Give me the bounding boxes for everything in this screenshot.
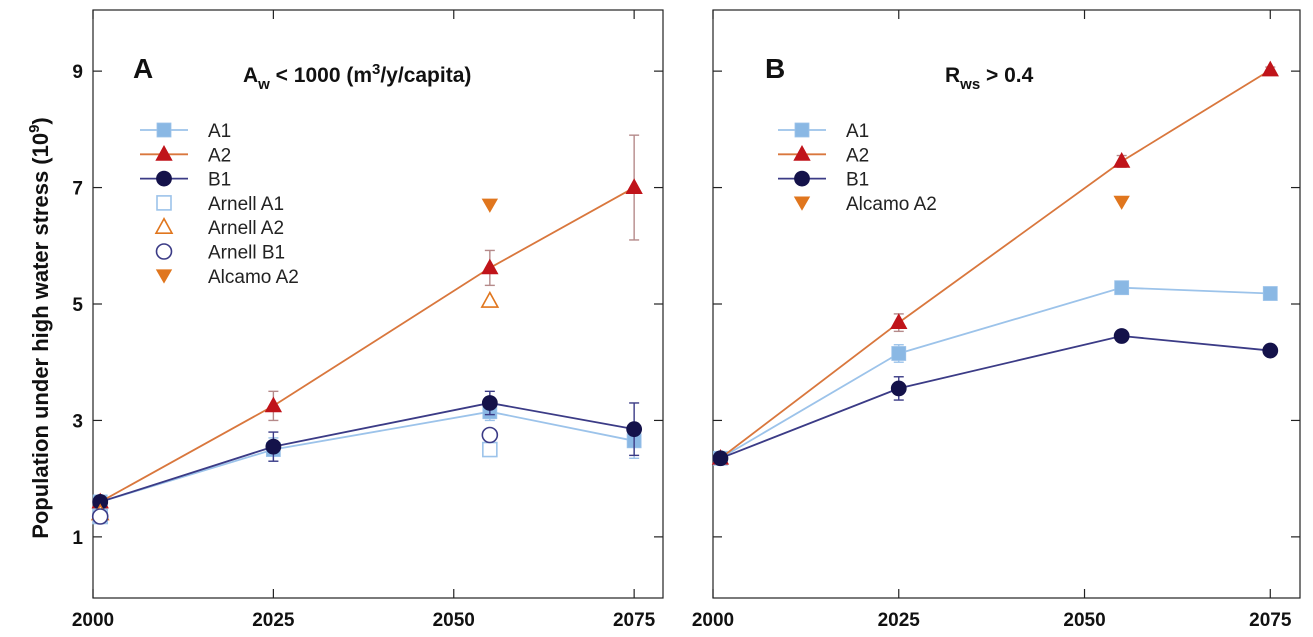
data-point — [1113, 195, 1130, 210]
panel-a-y-tick-label: 9 — [72, 62, 83, 83]
title-part: < 1000 (m — [270, 64, 372, 87]
panel-b-x-tick-label: 2075 — [1249, 610, 1292, 631]
panel-a-letter: A — [133, 53, 153, 84]
panel-b-x-tick-label: 2025 — [878, 610, 921, 631]
panel-b-chart: 2000 2025 2050 2075 B Rws > 0.4 A1 A2 B1 Alcamo A… — [692, 9, 1301, 631]
data-point — [1262, 342, 1279, 359]
panel-a-series-a2 — [91, 134, 643, 509]
panel-a-legend-marker — [155, 269, 173, 284]
series-line — [720, 335, 1271, 460]
panel-a-legend-marker — [155, 243, 173, 260]
title-part: /y/capita) — [380, 64, 471, 87]
data-point — [264, 396, 283, 413]
panel-a-legend-marker — [155, 144, 173, 161]
panel-a-x-tick-label: 2000 — [72, 610, 114, 631]
panel-b-x-tick-label: 2000 — [692, 610, 734, 631]
title-part: w — [257, 76, 270, 93]
data-point — [265, 438, 282, 455]
panel-a-series-a1 — [92, 402, 642, 510]
panel-a-x-tick-label: 2075 — [613, 610, 656, 631]
panel-b-legend-marker — [794, 170, 810, 187]
panel-a-y-tick-label: 5 — [72, 295, 83, 316]
panel-a-x-tick-label: 2050 — [433, 610, 475, 631]
data-point — [890, 380, 907, 397]
panel-b-letter: B — [765, 53, 785, 84]
data-point — [890, 313, 908, 330]
panel-a-y-tick-label: 7 — [72, 179, 83, 200]
data-point — [481, 198, 499, 213]
panel-b-x-tick-label: 2050 — [1063, 610, 1105, 631]
data-point — [1114, 280, 1130, 296]
data-point — [482, 441, 498, 458]
data-point — [712, 450, 729, 467]
panel-b-series-b1 — [712, 328, 1279, 467]
panel-a-series-arnell-b1 — [91, 426, 499, 525]
panel-a-legend-label: Arnell A1 — [208, 194, 284, 215]
panel-b-legend-marker — [793, 196, 811, 211]
data-point — [891, 346, 907, 361]
series-line — [99, 402, 635, 503]
data-point — [625, 178, 643, 194]
panel-b-legend-label: A1 — [846, 121, 869, 142]
series-line — [99, 186, 635, 503]
series-line — [719, 286, 1271, 460]
panel-b-legend-marker — [794, 122, 810, 138]
panel-b-frame — [712, 9, 1301, 599]
panel-a-legend-label: Arnell B1 — [208, 243, 285, 264]
panel-a-legend-marker — [156, 170, 172, 187]
panel-b-title: Rws > 0.4 — [945, 64, 1034, 93]
series-line — [99, 410, 635, 503]
data-point — [626, 421, 643, 438]
panel-b-legend-label: B1 — [846, 170, 869, 191]
panel-a-series-arnell-a1 — [92, 441, 498, 525]
panel-a-y-tick-label: 3 — [72, 411, 83, 432]
data-point — [480, 290, 500, 308]
panel-b-legend-label: A2 — [846, 145, 869, 166]
panel-a-legend-label: Alcamo A2 — [208, 267, 299, 288]
series-line — [719, 69, 1271, 459]
title-part: R — [945, 64, 960, 87]
panel-a-legend-label: B1 — [208, 170, 231, 191]
panel-a-series-alcamo-a2 — [481, 198, 499, 213]
panel-a-frame — [92, 9, 664, 599]
panel-a-y-tick-label: 1 — [72, 528, 83, 549]
data-point — [1262, 286, 1278, 301]
panel-b-series-alcamo-a2 — [1113, 195, 1130, 210]
title-part: ws — [959, 76, 980, 93]
panel-a-legend-label: A1 — [208, 121, 231, 142]
title-part: > 0.4 — [980, 64, 1033, 87]
title-part: 3 — [372, 61, 380, 78]
panel-b-legend-marker — [793, 144, 811, 161]
data-point — [91, 508, 109, 525]
panel-a-series-b1 — [92, 390, 643, 510]
panel-a-legend-label: A2 — [208, 145, 231, 166]
panel-b-series-a2 — [711, 60, 1279, 465]
panel-a-title: Aw < 1000 (m3/y/capita) — [243, 61, 471, 93]
data-point — [1261, 60, 1279, 77]
y-axis-label: Population under high water stress (109) — [26, 117, 53, 539]
panel-a-legend-label: Arnell A2 — [208, 218, 284, 239]
data-point — [481, 426, 499, 444]
data-point — [1112, 152, 1131, 168]
panel-b-legend-label: Alcamo A2 — [846, 194, 937, 215]
panel-a-legend-marker — [156, 122, 172, 138]
data-point — [1113, 328, 1130, 344]
data-point — [481, 395, 498, 411]
data-point — [481, 258, 499, 275]
panel-a-legend-marker — [154, 217, 174, 234]
panel-b-series-a1 — [713, 280, 1278, 466]
panel-a-legend-marker — [156, 195, 172, 211]
title-part: A — [243, 64, 258, 87]
panel-a-x-tick-label: 2025 — [252, 610, 295, 631]
